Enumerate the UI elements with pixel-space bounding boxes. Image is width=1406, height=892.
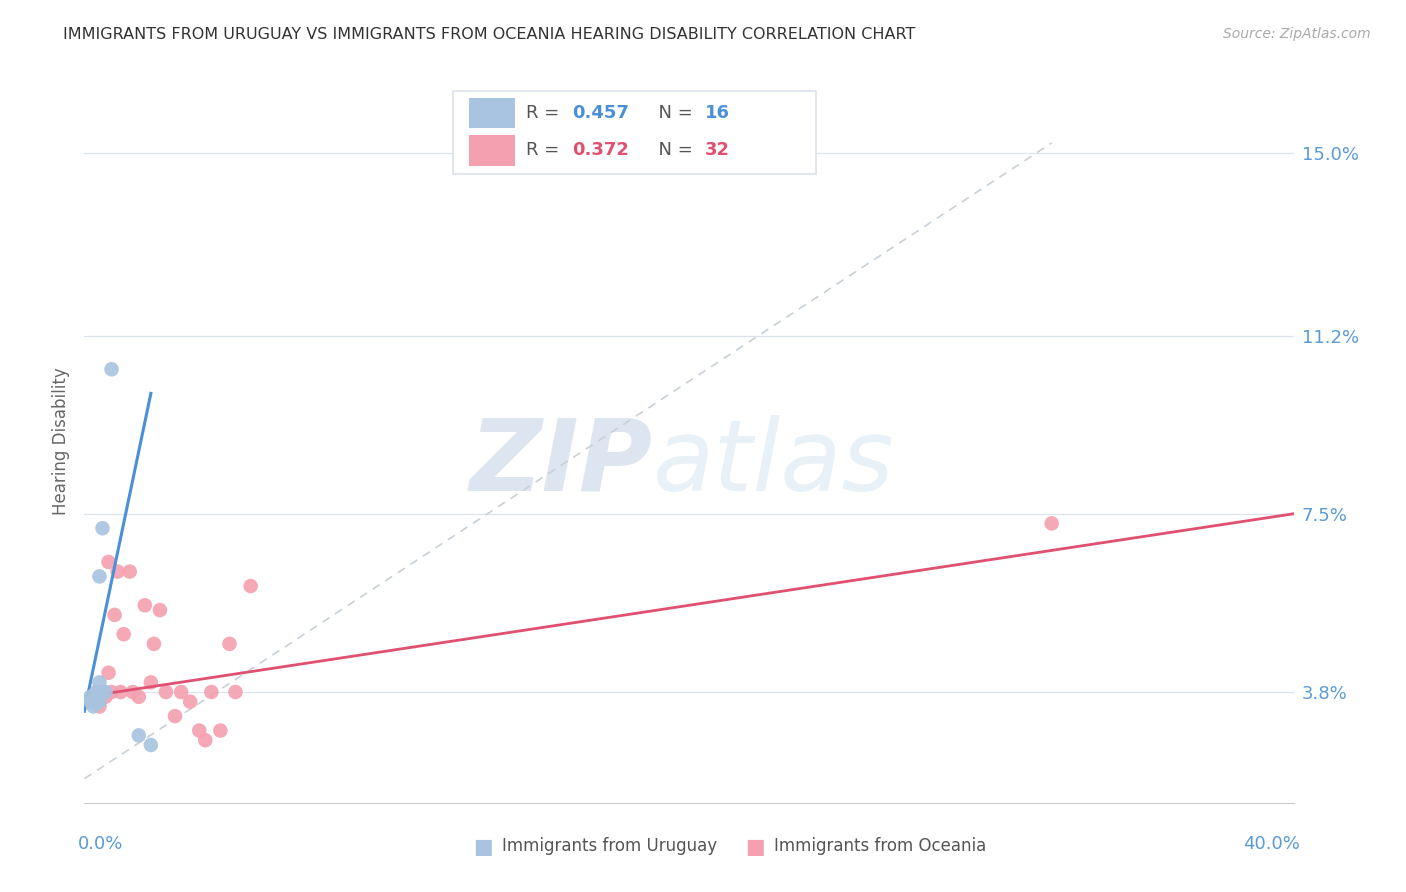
Text: R =: R = — [526, 103, 565, 122]
Point — [82, 699, 104, 714]
Text: 0.0%: 0.0% — [79, 835, 124, 854]
Text: atlas: atlas — [652, 415, 894, 512]
Point — [100, 362, 122, 376]
Point — [86, 685, 108, 699]
Point — [194, 733, 217, 747]
Point — [89, 569, 111, 583]
Point — [86, 685, 108, 699]
Point — [89, 675, 111, 690]
Point — [91, 521, 114, 535]
Point — [86, 690, 108, 704]
Text: N =: N = — [647, 141, 699, 160]
Point — [97, 665, 120, 680]
Point — [134, 599, 156, 613]
Point — [170, 685, 193, 699]
Point — [179, 695, 201, 709]
Text: ■: ■ — [745, 838, 765, 857]
Point — [79, 690, 101, 704]
Point — [107, 565, 129, 579]
Text: 16: 16 — [704, 103, 730, 122]
Point — [82, 690, 104, 704]
Text: Immigrants from Uruguay: Immigrants from Uruguay — [502, 838, 717, 855]
Point — [91, 685, 114, 699]
Point — [91, 685, 114, 699]
Point — [110, 685, 132, 699]
Point — [142, 637, 165, 651]
Point — [1040, 516, 1063, 531]
Point — [209, 723, 232, 738]
Point — [225, 685, 247, 699]
Point — [239, 579, 262, 593]
Point — [112, 627, 135, 641]
Point — [94, 690, 117, 704]
Text: 0.372: 0.372 — [572, 141, 628, 160]
FancyBboxPatch shape — [453, 91, 815, 174]
Y-axis label: Hearing Disability: Hearing Disability — [52, 368, 70, 516]
FancyBboxPatch shape — [468, 136, 515, 166]
FancyBboxPatch shape — [468, 97, 515, 128]
Text: N =: N = — [647, 103, 699, 122]
Point — [121, 685, 143, 699]
Text: R =: R = — [526, 141, 565, 160]
Point — [89, 699, 111, 714]
Point — [89, 695, 111, 709]
Point — [104, 607, 127, 622]
Point — [200, 685, 222, 699]
Text: ■: ■ — [474, 838, 494, 857]
Point — [128, 690, 150, 704]
Text: 40.0%: 40.0% — [1243, 835, 1299, 854]
Point — [139, 738, 162, 752]
Point — [139, 675, 162, 690]
Point — [86, 695, 108, 709]
Text: 32: 32 — [704, 141, 730, 160]
Text: Source: ZipAtlas.com: Source: ZipAtlas.com — [1223, 27, 1371, 41]
Text: 0.457: 0.457 — [572, 103, 628, 122]
Point — [118, 565, 141, 579]
Point — [97, 555, 120, 569]
Point — [149, 603, 172, 617]
Point — [155, 685, 177, 699]
Text: IMMIGRANTS FROM URUGUAY VS IMMIGRANTS FROM OCEANIA HEARING DISABILITY CORRELATIO: IMMIGRANTS FROM URUGUAY VS IMMIGRANTS FR… — [63, 27, 915, 42]
Point — [218, 637, 240, 651]
Point — [100, 685, 122, 699]
Text: ZIP: ZIP — [470, 415, 652, 512]
Point — [89, 695, 111, 709]
Point — [188, 723, 211, 738]
Text: Immigrants from Oceania: Immigrants from Oceania — [773, 838, 986, 855]
Point — [82, 695, 104, 709]
Point — [79, 695, 101, 709]
Point — [94, 685, 117, 699]
Point — [165, 709, 187, 723]
Point — [128, 728, 150, 742]
